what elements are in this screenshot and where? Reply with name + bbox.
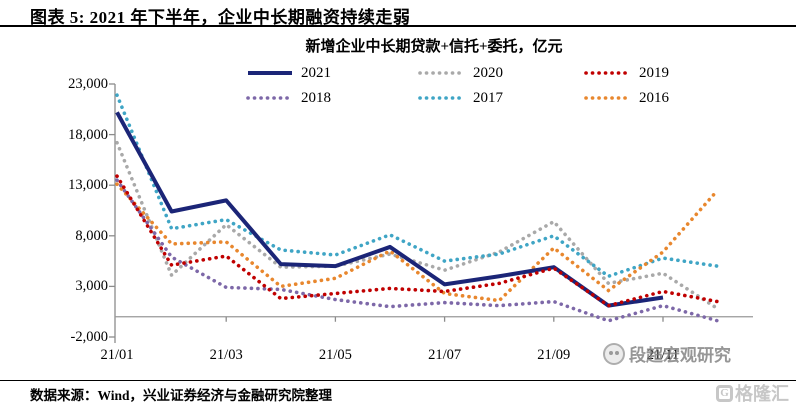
legend-swatch-2018 [246, 96, 294, 100]
analyst-logo-icon [603, 342, 625, 365]
x-tick-label: 21/01 [100, 347, 134, 363]
x-tick-label: 21/07 [428, 347, 462, 363]
chart-title: 新增企业中长期贷款+信托+委托，亿元 [305, 39, 563, 55]
series-line-2020 [115, 140, 720, 311]
x-tick-label: 21/03 [209, 347, 243, 363]
legend-item-2021: 2021 [246, 64, 331, 82]
legend-label-2021: 2021 [301, 65, 331, 81]
legend-label-2019: 2019 [639, 65, 669, 81]
series-line-2018 [115, 178, 720, 323]
legend-swatch-2021 [248, 71, 292, 75]
series-line-2019 [115, 174, 720, 308]
title-divider [0, 25, 796, 27]
legend-label-2017: 2017 [473, 90, 503, 106]
legend-label-2020: 2020 [473, 65, 503, 81]
legend-swatch-2019 [584, 71, 632, 75]
watermark-analyst: 段超宏观研究 [603, 341, 731, 366]
x-tick-label: 21/09 [537, 347, 571, 363]
watermark-brand: G 格隆汇 [716, 380, 789, 402]
legend-item-2016: 2016 [584, 89, 669, 107]
watermark-analyst-text: 段超宏观研究 [629, 346, 731, 365]
x-tick-label: 21/05 [318, 347, 352, 363]
y-tick-label: 13,000 [68, 177, 108, 194]
legend-item-2018: 2018 [246, 89, 331, 107]
y-tick-label: 18,000 [68, 126, 108, 143]
footer-divider [0, 380, 796, 381]
legend-label-2018: 2018 [301, 90, 331, 106]
series-line-2021 [115, 111, 664, 308]
legend-label-2016: 2016 [639, 90, 669, 106]
series-line-2017 [115, 93, 720, 279]
series-line-2016 [115, 182, 720, 303]
legend-item-2017: 2017 [418, 89, 503, 107]
legend-item-2020: 2020 [418, 64, 503, 82]
x-tick-label: 21/11 [646, 347, 680, 363]
y-tick-label: 23,000 [68, 76, 108, 92]
legend-item-2019: 2019 [584, 64, 669, 82]
y-tick-label: -2,000 [70, 329, 108, 345]
brand-g-icon: G [716, 384, 733, 402]
legend-swatch-2017 [418, 96, 466, 100]
legend-swatch-2016 [584, 96, 632, 100]
legend-swatch-2020 [418, 71, 466, 75]
figure-title: 图表 5: 2021 年下半年，企业中长期融资持续走弱 [30, 8, 411, 27]
data-source-note: 数据来源：Wind，兴业证券经济与金融研究院整理 [30, 388, 333, 402]
watermark-brand-text: 格隆汇 [735, 384, 789, 402]
y-tick-label: 3,000 [75, 278, 108, 295]
y-tick-label: 8,000 [75, 227, 108, 244]
